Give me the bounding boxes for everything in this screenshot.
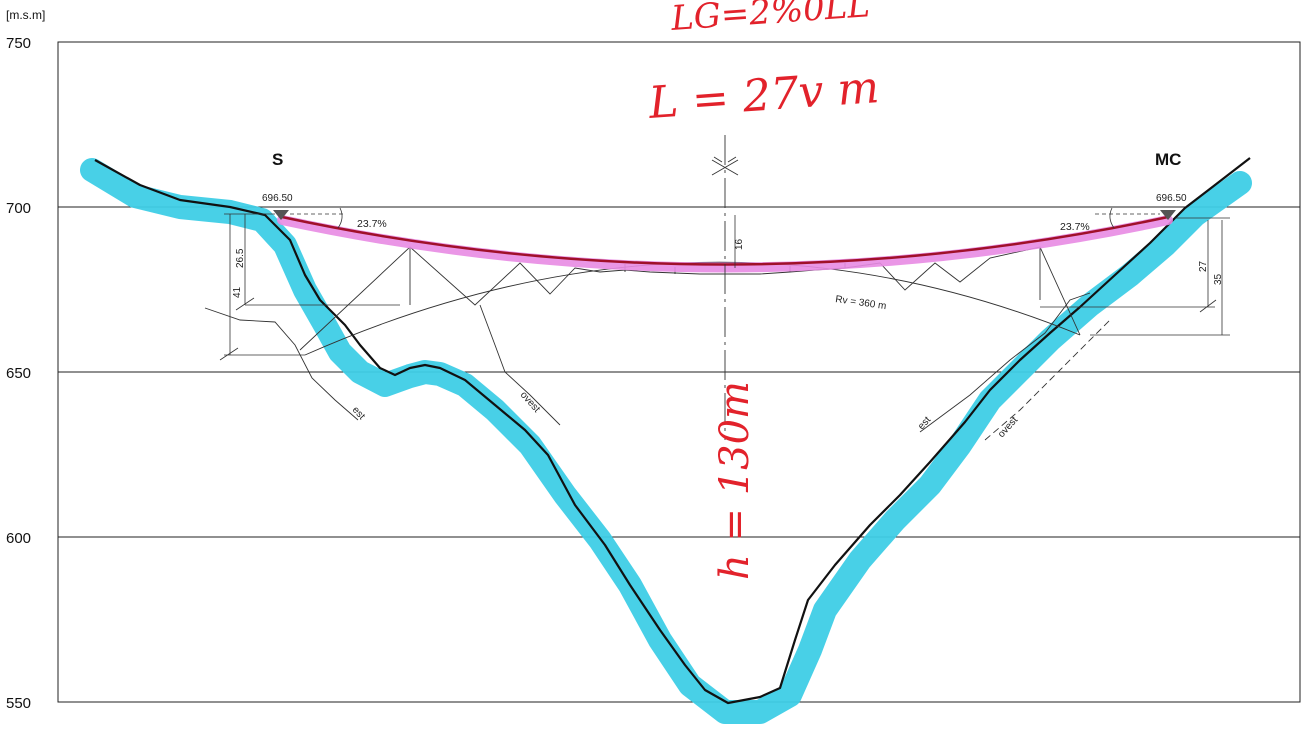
tick-label-650: 650 [6,365,31,382]
dim-left-inner-label: 26.5 [235,248,246,268]
midspan-depth-label: 16 [734,238,745,250]
centre-axis [711,135,739,440]
geology-lines [204,292,1111,441]
handwritten-span-note: L = 27v m [646,62,881,129]
axis-unit-label: [m.s.m] [6,8,45,22]
grade-left-arc [337,207,343,229]
station-right-label: MC [1155,150,1181,169]
dim-right-outer-label: 35 [1213,273,1224,285]
grade-left-label: 23.7% [357,218,387,230]
left-dimensions [219,213,400,361]
elevation-right-label: 696.50 [1156,193,1187,204]
tick-label-700: 700 [6,200,31,217]
geology-right-ovest-label: ovest [996,415,1020,440]
tick-label-750: 750 [6,35,31,52]
dim-right-inner-label: 27 [1198,260,1209,272]
arch-curve [304,261,1081,356]
grade-right-label: 23.7% [1060,221,1090,233]
grade-right-arc [1109,207,1115,229]
station-right-marker [1160,210,1176,220]
arch-radius-label: Rv = 360 m [835,294,887,312]
handwritten-height-note: h = 130m [712,381,758,580]
terrain-line [94,157,1251,705]
station-left-marker [273,210,289,220]
geology-right-est-label: est [916,415,933,432]
terrain-highlight [80,158,1252,724]
tick-label-550: 550 [6,695,31,712]
dim-left-outer-label: 41 [232,286,243,298]
plot-frame [57,41,1301,703]
elevation-left-label: 696.50 [262,193,293,204]
tick-label-600: 600 [6,530,31,547]
geology-left-est-label: est [350,405,367,422]
right-dimensions [1040,217,1230,336]
geology-left-ovest-label: ovest [518,390,542,415]
arch-spandrel-web [299,246,1081,351]
handwritten-top-scribble: LG=2%0LL [669,0,871,39]
station-left-label: S [272,150,283,169]
